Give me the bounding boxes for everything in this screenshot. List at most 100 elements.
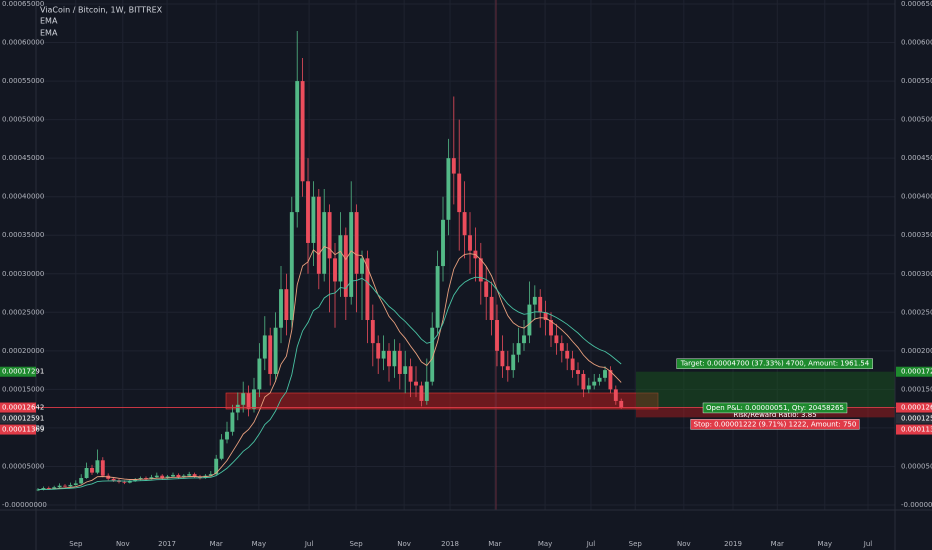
candle-body — [154, 475, 159, 478]
candle-body — [478, 258, 483, 282]
candle-body — [500, 350, 505, 367]
stop-label: Stop: 0.00001222 (9.71%) 1222, Amount: 7… — [694, 420, 857, 428]
y-tick-label: 0.00020000 — [2, 347, 44, 355]
y-tick-label: -0.00000000 — [2, 501, 47, 509]
y-tick-label: 0.00035000 — [901, 231, 932, 239]
candle-body — [603, 370, 607, 378]
y-tick-label: 0.00040000 — [901, 193, 932, 201]
candle-body — [230, 412, 235, 432]
y-tick-label: 0.00045000 — [2, 154, 44, 162]
x-tick-label: May — [538, 540, 552, 548]
candle-body — [327, 212, 332, 259]
candle-body — [532, 296, 537, 305]
candle-body — [79, 478, 84, 484]
x-tick-label: Jul — [304, 540, 314, 548]
ema-line — [37, 276, 622, 491]
candle-body — [279, 289, 283, 328]
candle-body — [73, 483, 78, 485]
y-tick-label: 0.00015000 — [2, 385, 44, 393]
candle-body — [424, 381, 429, 401]
y-tick-label: 0.00050000 — [901, 116, 932, 124]
y-tick-label: 0.00030000 — [901, 270, 932, 278]
candle-body — [462, 212, 467, 236]
candle-body — [343, 235, 348, 297]
candle-body — [306, 181, 310, 243]
candle-body — [322, 212, 327, 274]
candle-body — [543, 312, 548, 321]
candle-body — [592, 381, 597, 386]
candle-body — [133, 479, 138, 482]
y-tick-label: 0.00025000 — [2, 308, 44, 316]
candle-body — [295, 81, 300, 213]
candle-body — [90, 467, 94, 473]
candle-body — [57, 485, 62, 488]
candle-body — [360, 258, 364, 274]
price-badge — [0, 424, 36, 435]
candle-body — [219, 439, 224, 459]
candle-body — [527, 304, 532, 336]
x-tick-label: Jul — [863, 540, 873, 548]
x-tick-label: May — [252, 540, 266, 548]
candle-body — [127, 481, 132, 483]
candle-body — [284, 289, 289, 321]
candle-body — [570, 358, 575, 371]
y-tick-label: 0.00055000 — [2, 77, 44, 85]
candle-body — [608, 370, 613, 390]
price-badge — [896, 413, 932, 424]
candle-body — [441, 219, 445, 267]
x-tick-label: Mar — [488, 540, 501, 548]
candle-body — [149, 477, 154, 479]
candle-body — [176, 474, 181, 478]
candle-body — [252, 389, 256, 409]
candle-body — [559, 343, 564, 351]
candle-body — [387, 350, 391, 367]
x-tick-label: Sep — [349, 540, 363, 548]
y-tick-label: 0.00015000 — [901, 385, 932, 393]
y-tick-label: 0.00055000 — [901, 77, 932, 85]
candle-body — [511, 354, 516, 371]
candle-body — [333, 258, 337, 282]
x-tick-label: Nov — [677, 540, 691, 548]
price-badge-label: 0.00011369 — [2, 426, 44, 434]
candle-body — [538, 296, 543, 313]
candle-body — [489, 296, 494, 321]
candle-body — [208, 474, 213, 476]
x-tick-label: Sep — [69, 540, 83, 548]
candle-body — [84, 467, 89, 479]
candle-body — [613, 389, 618, 401]
candle-body — [316, 196, 321, 274]
candle-body — [576, 370, 580, 374]
x-tick-label: May — [818, 540, 832, 548]
candle-body — [241, 393, 246, 405]
x-tick-label: Mar — [210, 540, 223, 548]
target-zone — [636, 371, 895, 408]
candle-body — [63, 485, 67, 487]
target-label-box — [676, 358, 873, 369]
candle-body — [338, 235, 343, 282]
y-tick-label: 0.00065000 — [901, 0, 932, 8]
candle-body — [565, 350, 570, 359]
stop-label-box — [690, 419, 860, 430]
candle-body — [52, 487, 57, 489]
candle-body — [257, 358, 262, 390]
price-badge-label: 0.00017291 — [2, 368, 44, 376]
candle-body — [160, 475, 165, 479]
candle-body — [165, 476, 170, 479]
indicator-label: EMA — [40, 17, 58, 26]
candle-body — [516, 343, 521, 355]
candle-body — [246, 393, 251, 409]
y-tick-label: 0.00060000 — [2, 39, 44, 47]
candle-body — [214, 458, 219, 475]
y-tick-label: 0.00030000 — [2, 270, 44, 278]
candle-body — [495, 320, 499, 351]
y-tick-label: 0.00040000 — [2, 193, 44, 201]
candle-body — [46, 488, 51, 489]
candle-body — [419, 385, 424, 401]
candle-body — [505, 366, 510, 371]
candle-body — [268, 335, 273, 374]
y-tick-label: -0.00000000 — [901, 501, 932, 509]
grid — [36, 0, 895, 510]
